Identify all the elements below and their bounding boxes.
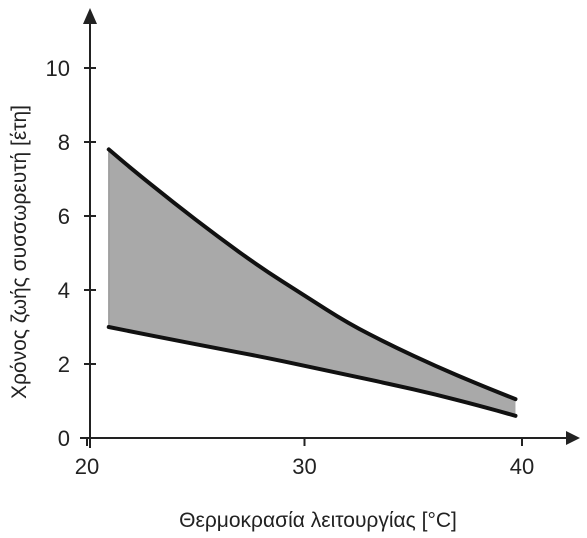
y-axis-arrow bbox=[83, 8, 97, 24]
x-tick-label: 30 bbox=[292, 454, 316, 479]
x-tick-label: 40 bbox=[510, 454, 534, 479]
y-axis-label: Χρόνος ζωής συσσωρευτή [έτη] bbox=[8, 105, 31, 399]
y-tick-label: 6 bbox=[58, 204, 70, 229]
y-tick-label: 0 bbox=[58, 426, 70, 451]
y-tick-label: 4 bbox=[58, 278, 70, 303]
y-tick-label: 2 bbox=[58, 352, 70, 377]
upper-bound-line bbox=[106, 147, 518, 402]
y-tick-label: 8 bbox=[58, 130, 70, 155]
plot-area bbox=[106, 147, 518, 418]
lower-bound-line bbox=[106, 325, 518, 418]
x-ticks: 20 30 40 bbox=[75, 438, 534, 479]
y-tick-label: 10 bbox=[46, 56, 70, 81]
lifetime-range-band bbox=[108, 149, 516, 416]
x-axis-arrow bbox=[566, 431, 580, 445]
x-axis-label: Θερμοκρασία λειτουργίας [°C] bbox=[179, 509, 457, 532]
y-ticks: 0 2 4 6 8 10 bbox=[46, 56, 96, 451]
axes bbox=[80, 8, 580, 448]
x-tick-label: 20 bbox=[75, 454, 99, 479]
